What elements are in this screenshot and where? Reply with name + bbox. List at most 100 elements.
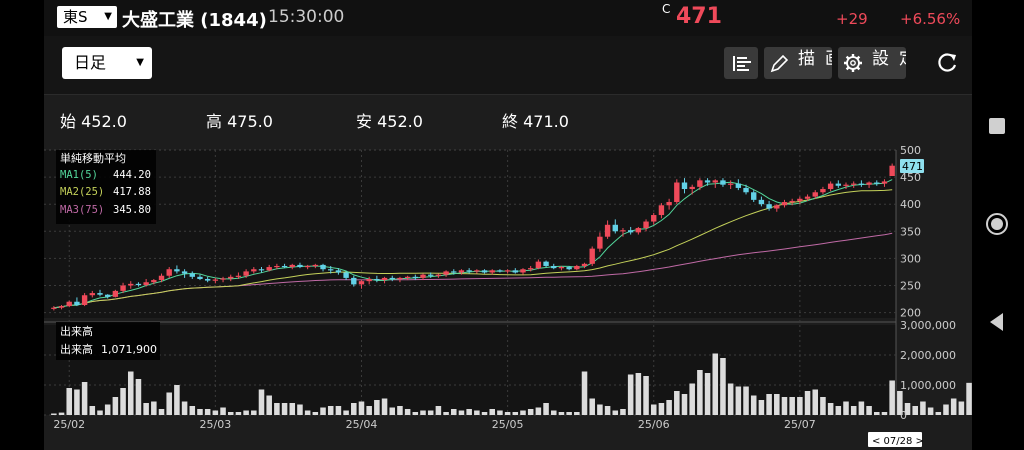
volume-bar [312, 412, 319, 415]
candle [235, 272, 242, 279]
candle [543, 260, 549, 268]
candle-body [658, 205, 665, 216]
volume-bar [266, 395, 272, 415]
price-tick-label: 250 [900, 279, 921, 292]
home-icon[interactable] [985, 212, 1009, 236]
volume-tick-label: 0 [900, 409, 907, 422]
volume-bar [474, 410, 480, 415]
candle-body [281, 265, 288, 268]
chart-toolbar: 日足 ▼ 描画 [44, 36, 972, 95]
volume-bar [120, 388, 126, 415]
candle [243, 269, 249, 278]
candle [751, 190, 757, 203]
volume-bar [235, 412, 242, 415]
volume-tick-label: 3,000,000 [900, 319, 956, 332]
candle-body [166, 269, 172, 276]
candle-body [512, 270, 518, 273]
volume-bar [620, 409, 626, 415]
candle-body [66, 301, 72, 307]
volume-bar [181, 401, 188, 415]
candle [743, 184, 749, 195]
volume-bar [904, 403, 911, 415]
volume-bar [535, 407, 542, 415]
indicator-button[interactable] [724, 47, 758, 79]
candle-body [604, 224, 611, 237]
stock-chart[interactable]: 500 450 400 350 300 250 200 3,000,000 2,000,000… [44, 0, 972, 450]
candle [781, 199, 788, 208]
volume-bar [427, 410, 434, 415]
volume-bar [274, 403, 280, 415]
volume-bar [89, 406, 96, 415]
settings-button[interactable]: 設定 [838, 47, 906, 79]
draw-button[interactable]: 描画 [764, 47, 832, 79]
volume-bar [197, 409, 203, 415]
ma3-value: 345.80 [113, 204, 151, 216]
volume-bar [643, 376, 649, 415]
recents-icon[interactable] [988, 117, 1006, 135]
price-tick-label: 200 [900, 307, 921, 320]
volume-tick-label: 2,000,000 [900, 349, 956, 362]
candle-body [858, 183, 865, 185]
system-nav-bar [972, 0, 1024, 450]
volume-bar [697, 370, 703, 415]
candle-body [312, 264, 319, 267]
low-value: 安 452.0 [356, 112, 423, 131]
date-tag-text: < 07/28 > [872, 436, 924, 447]
month-label: 25/05 [492, 418, 524, 431]
candle-body [620, 230, 626, 232]
candle-body [112, 290, 119, 297]
period-select[interactable]: 日足 ▼ [62, 47, 152, 79]
candle-body [835, 183, 842, 186]
price-tick-label: 350 [900, 225, 921, 238]
candle-body [428, 274, 434, 276]
candle-body [289, 264, 295, 268]
volume-bar [727, 383, 734, 415]
back-icon[interactable] [989, 312, 1005, 332]
candle [535, 259, 542, 270]
candle [274, 263, 280, 270]
volume-bar [320, 407, 326, 415]
volume-bar [74, 389, 80, 415]
candle-body [889, 165, 895, 177]
price-change: +29 [836, 10, 868, 28]
candle [474, 269, 480, 274]
candle-body [612, 224, 618, 232]
market-select[interactable]: 東S ▼ [57, 6, 117, 28]
candle-body [820, 189, 826, 193]
candle-body [389, 277, 395, 280]
candle-body [712, 180, 718, 183]
candle [704, 178, 711, 186]
price-axis: 500 450 400 350 300 250 200 [900, 144, 921, 320]
price-pane-bg [44, 150, 896, 318]
candle-body [81, 295, 88, 305]
candle [774, 204, 780, 212]
volume-value: 1,071,900 [101, 343, 157, 356]
ma2-path [53, 189, 893, 309]
volume-bar [704, 373, 711, 415]
volume-bar [774, 394, 780, 415]
volume-bar [758, 400, 765, 415]
candle-body [381, 277, 388, 281]
candle-body [812, 192, 818, 197]
candle-body [843, 184, 849, 186]
volume-bar [389, 407, 396, 415]
reload-icon[interactable] [934, 50, 960, 76]
candle-body [174, 269, 180, 272]
candle [797, 196, 803, 205]
volume-bar [650, 404, 657, 415]
candle [697, 178, 703, 191]
candle [727, 180, 734, 190]
candle-body [274, 265, 280, 268]
month-label: 25/03 [200, 418, 232, 431]
candle [228, 274, 234, 282]
volume-bar [327, 406, 334, 415]
volume-bar [597, 404, 603, 415]
candle [281, 263, 288, 269]
candle [635, 226, 642, 235]
stock-header: 東S ▼ 大盛工業 (1844) 15:30:00 C 471 +29 +6.5… [44, 0, 972, 36]
volume-bar [789, 397, 795, 415]
volume-bar [504, 412, 511, 415]
candle-body [520, 269, 526, 273]
candle [681, 178, 688, 194]
volume-bar [227, 412, 234, 415]
